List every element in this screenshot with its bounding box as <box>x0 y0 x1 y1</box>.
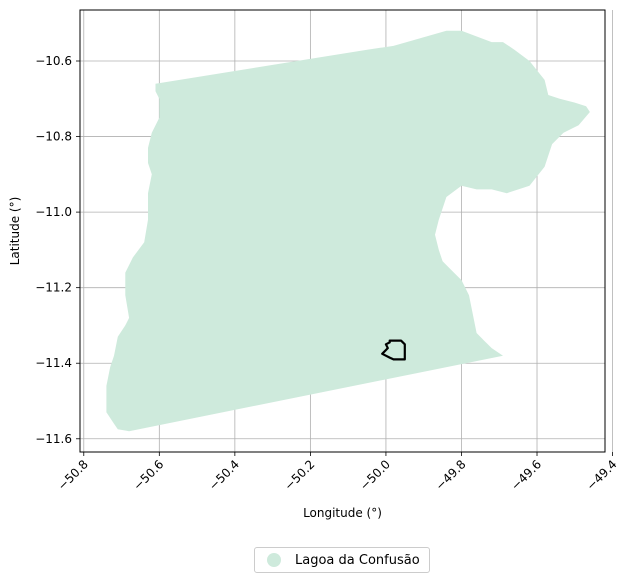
y-tick-label: −10.8 <box>35 130 72 144</box>
x-tick-label: −50.8 <box>55 457 91 493</box>
x-tick-label: −50.6 <box>131 457 167 493</box>
x-tick-label: −50.2 <box>282 457 318 493</box>
axes-frame <box>79 9 606 453</box>
locator-outline <box>381 339 406 361</box>
y-axis-label: Latitude (°) <box>8 197 22 266</box>
x-tick-label: −50.0 <box>357 457 393 493</box>
legend-marker-icon <box>267 553 281 567</box>
y-tick-label: −11.0 <box>35 205 72 219</box>
y-tick-label: −11.6 <box>35 432 72 446</box>
municipality-shape <box>106 30 590 432</box>
y-tick-label: −11.2 <box>35 281 72 295</box>
x-tick-label: −49.4 <box>584 457 620 493</box>
x-tick-label: −49.6 <box>508 457 544 493</box>
legend-label: Lagoa da Confusão <box>295 552 420 568</box>
y-tick-label: −11.4 <box>35 356 72 370</box>
x-tick-label: −49.8 <box>433 457 469 493</box>
x-axis-label: Longitude (°) <box>303 506 382 520</box>
x-tick-label: −50.4 <box>206 457 242 493</box>
legend: Lagoa da Confusão <box>254 547 430 573</box>
y-tick-label: −10.6 <box>35 54 72 68</box>
